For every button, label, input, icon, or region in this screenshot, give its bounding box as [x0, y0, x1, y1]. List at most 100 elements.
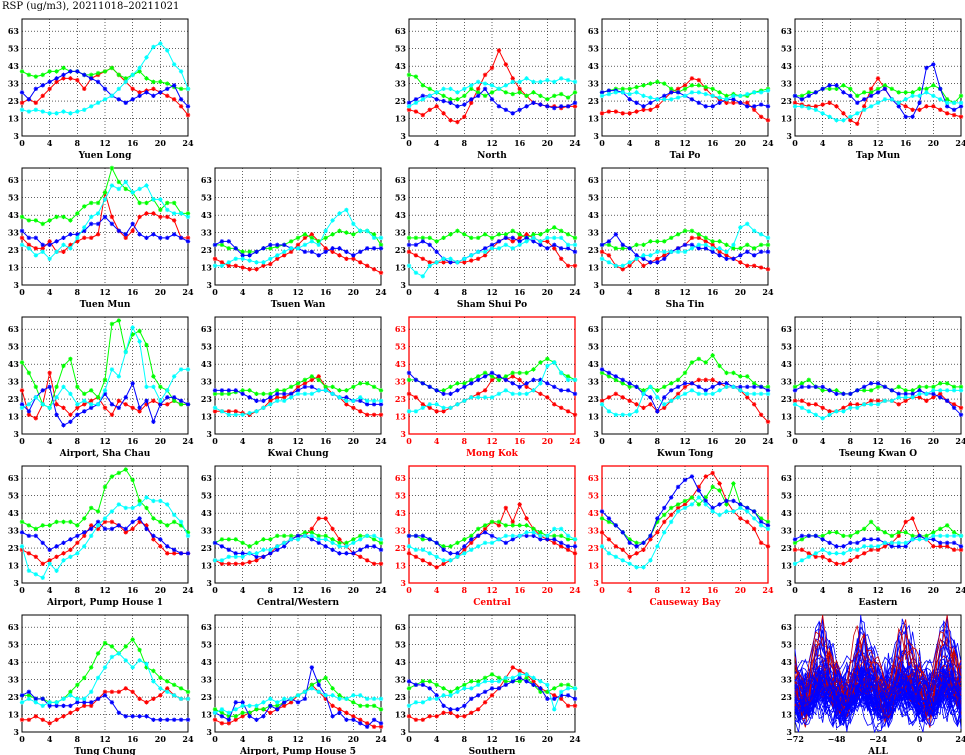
data-point: [558, 540, 564, 546]
data-point: [302, 384, 308, 390]
y-tick-label: 53: [395, 491, 407, 501]
x-tick-label: 12: [486, 138, 497, 148]
data-point: [545, 235, 550, 241]
data-point: [751, 90, 757, 95]
data-point: [606, 242, 612, 248]
data-point: [364, 533, 370, 539]
data-point: [337, 540, 342, 546]
y-tick-label: 63: [588, 175, 600, 185]
data-point: [924, 384, 929, 390]
data-point: [606, 409, 612, 414]
data-point: [351, 256, 356, 262]
y-tick-label: 33: [395, 79, 407, 89]
data-point: [475, 93, 481, 99]
data-point: [758, 391, 764, 397]
panel-title: Tai Po: [670, 151, 701, 161]
data-point: [503, 523, 509, 528]
data-point: [330, 232, 335, 237]
data-point: [944, 544, 950, 549]
data-point: [682, 242, 688, 248]
x-tick-label: 12: [292, 734, 303, 744]
data-point: [489, 533, 495, 539]
data-point: [634, 384, 639, 390]
x-tick-label: 0: [406, 138, 412, 148]
data-point: [517, 232, 522, 237]
y-tick-label: 3: [206, 578, 212, 588]
data-point: [413, 395, 419, 400]
data-point: [524, 530, 529, 535]
x-tick-label: 4: [240, 436, 246, 446]
data-point: [462, 102, 467, 107]
data-point: [524, 384, 529, 390]
data-point: [109, 183, 115, 188]
data-point: [130, 689, 135, 695]
data-point: [896, 544, 901, 549]
data-point: [302, 689, 308, 695]
y-tick-label: 3: [400, 280, 406, 290]
data-point: [545, 696, 550, 702]
data-point: [489, 672, 495, 677]
data-point: [33, 74, 39, 79]
data-point: [54, 76, 59, 81]
data-point: [917, 391, 922, 397]
data-point: [469, 679, 474, 684]
data-point: [496, 679, 502, 684]
data-point: [19, 519, 25, 525]
data-point: [641, 93, 646, 99]
data-point: [545, 239, 550, 244]
data-point: [648, 533, 653, 539]
data-point: [599, 256, 605, 262]
y-tick-label: 43: [8, 61, 20, 71]
data-point: [668, 505, 674, 511]
data-point: [620, 90, 625, 95]
data-point: [54, 700, 59, 705]
data-point: [33, 554, 39, 560]
data-point: [144, 523, 149, 528]
data-point: [668, 97, 674, 102]
data-point: [268, 402, 273, 407]
data-point: [371, 544, 377, 549]
data-point: [95, 79, 101, 85]
data-point: [572, 249, 578, 255]
data-point: [910, 107, 915, 113]
data-point: [165, 551, 170, 556]
data-point: [613, 377, 619, 383]
plot-frame: [601, 18, 769, 137]
y-tick-label: 53: [781, 491, 793, 501]
data-point: [738, 93, 743, 99]
data-point: [655, 249, 660, 255]
data-point: [558, 370, 564, 376]
data-point: [896, 100, 901, 106]
data-point: [137, 328, 142, 334]
data-point: [295, 384, 301, 390]
data-point: [40, 249, 45, 255]
data-point: [731, 93, 736, 99]
data-point: [496, 239, 502, 244]
panel-title: Kwai Chung: [267, 449, 329, 459]
data-point: [758, 249, 764, 255]
data-point: [482, 675, 488, 681]
data-point: [703, 235, 708, 241]
data-point: [102, 388, 108, 393]
data-point: [662, 239, 667, 244]
data-point: [868, 104, 874, 109]
data-point: [137, 232, 142, 237]
data-point: [123, 505, 128, 511]
data-point: [406, 370, 412, 376]
data-point: [406, 714, 412, 719]
data-point: [696, 232, 702, 237]
data-point: [323, 235, 328, 241]
data-point: [496, 246, 502, 251]
y-tick-label: 33: [588, 526, 600, 536]
data-point: [268, 261, 273, 267]
data-point: [944, 100, 950, 106]
data-point: [165, 523, 170, 528]
data-point: [717, 388, 722, 393]
data-point: [420, 537, 426, 542]
y-tick-label: 63: [588, 26, 600, 36]
x-tick-label: 12: [99, 138, 110, 148]
data-point: [758, 519, 764, 525]
data-point: [482, 86, 488, 92]
data-point: [178, 97, 184, 102]
